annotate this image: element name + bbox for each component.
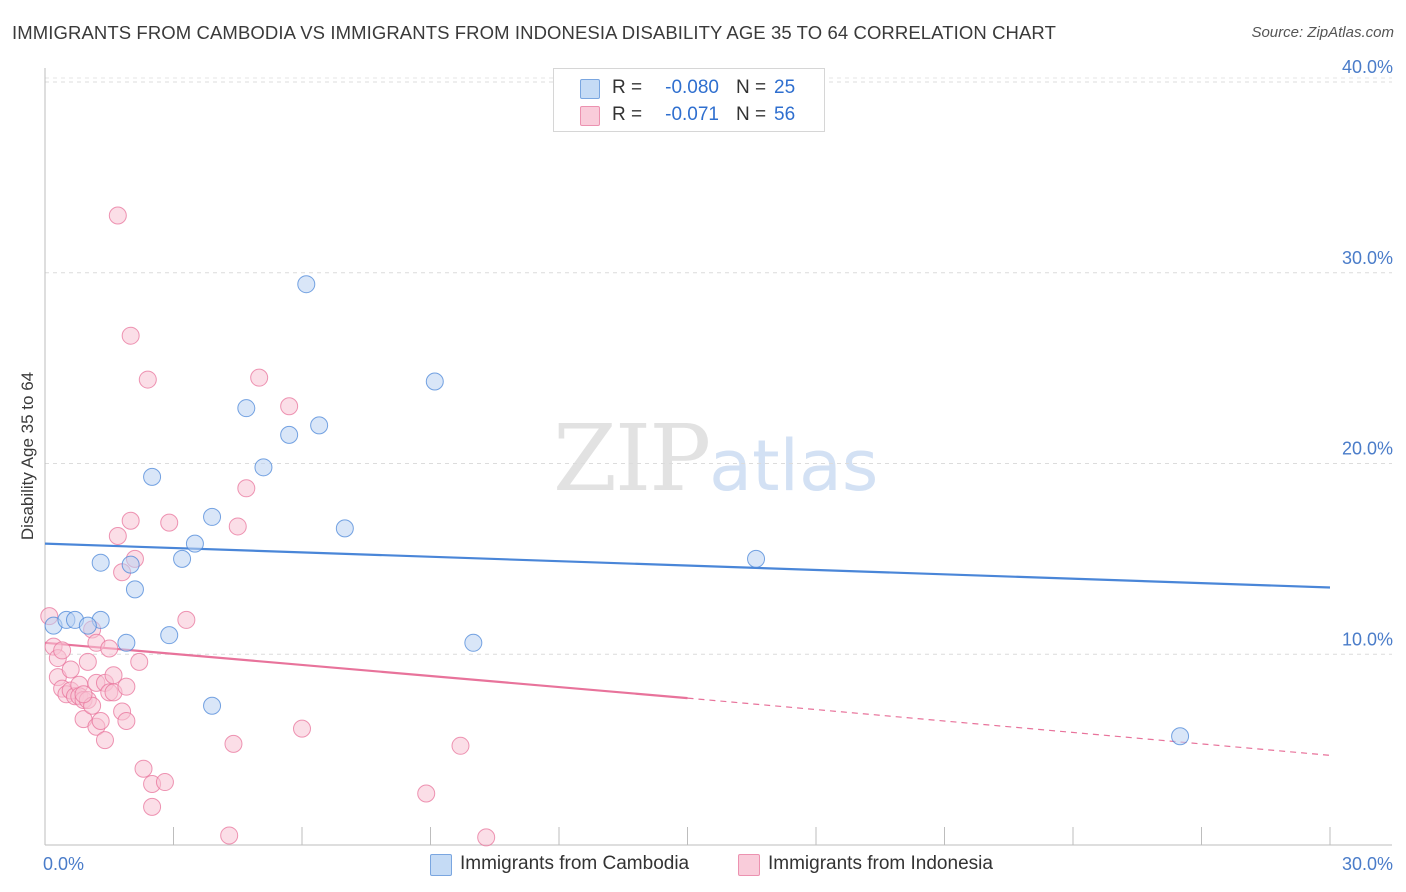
series-label-cambodia: Immigrants from Cambodia: [460, 853, 690, 874]
data-point-indonesia: [134, 759, 153, 778]
data-point-indonesia: [477, 828, 496, 847]
data-point-indonesia: [78, 652, 97, 671]
data-point-cambodia: [237, 399, 256, 418]
legend-r-value: -0.080: [665, 77, 719, 98]
legend-n-value: 25: [774, 77, 796, 98]
legend-r-label: R =: [612, 104, 643, 125]
data-point-indonesia: [417, 784, 436, 803]
data-point-cambodia: [143, 467, 162, 486]
data-point-cambodia: [160, 626, 179, 645]
data-point-cambodia: [747, 549, 766, 568]
data-point-cambodia: [117, 633, 136, 652]
trend-layer: [44, 542, 1331, 756]
grid-layer: [45, 77, 1392, 655]
data-point-indonesia: [237, 479, 256, 498]
series-legend: Immigrants from Cambodia Immigrants from…: [0, 852, 1406, 880]
data-point-cambodia: [78, 616, 97, 635]
data-point-indonesia: [53, 641, 72, 660]
legend-swatch-indonesia: [580, 106, 600, 126]
y-axis-label: Disability Age 35 to 64: [18, 372, 37, 540]
data-point-cambodia: [121, 555, 140, 574]
data-point-indonesia: [250, 368, 269, 387]
x-tick-label: 0.0%: [43, 854, 84, 874]
data-point-indonesia: [117, 712, 136, 731]
data-point-cambodia: [335, 519, 354, 538]
data-point-cambodia: [125, 580, 144, 599]
source-label: Source: ZipAtlas.com: [1251, 24, 1394, 41]
chart-title: IMMIGRANTS FROM CAMBODIA VS IMMIGRANTS F…: [12, 22, 1056, 43]
data-point-cambodia: [185, 534, 204, 553]
data-point-indonesia: [108, 206, 127, 225]
data-point-indonesia: [160, 513, 179, 532]
data-point-indonesia: [100, 639, 119, 658]
watermark-zip: ZIP: [553, 405, 711, 512]
data-point-cambodia: [310, 416, 329, 435]
x-tick-label: 30.0%: [1342, 854, 1393, 874]
data-point-indonesia: [117, 677, 136, 696]
data-point-cambodia: [203, 507, 222, 526]
data-point-indonesia: [177, 610, 196, 629]
data-point-cambodia: [297, 275, 316, 294]
legend-n-label: N =: [736, 77, 767, 98]
legend-n-value: 56: [774, 104, 796, 125]
y-tick-label: 10.0%: [1342, 629, 1393, 649]
data-point-cambodia: [173, 549, 192, 568]
data-point-indonesia: [91, 712, 110, 731]
data-point-indonesia: [108, 526, 127, 545]
data-point-indonesia: [224, 734, 243, 753]
data-point-indonesia: [121, 326, 140, 345]
legend-row-cambodia: R = -0.080 N = 25: [554, 75, 824, 101]
trend-line-0: [44, 542, 1331, 589]
data-point-cambodia: [280, 425, 299, 444]
data-point-indonesia: [220, 826, 239, 845]
data-point-cambodia: [254, 458, 273, 477]
data-point-indonesia: [130, 652, 149, 671]
y-tick-label: 40.0%: [1342, 57, 1393, 77]
series-swatch-cambodia: [430, 854, 452, 876]
y-tick-label: 20.0%: [1342, 439, 1393, 459]
data-point-indonesia: [155, 773, 174, 792]
legend-r-label: R =: [612, 77, 643, 98]
data-point-indonesia: [451, 736, 470, 755]
point-layer: [40, 206, 1190, 847]
data-point-indonesia: [293, 719, 311, 738]
watermark-atlas: atlas: [709, 425, 879, 507]
data-point-indonesia: [138, 370, 157, 389]
data-point-cambodia: [91, 553, 110, 572]
legend-r-value: -0.071: [665, 104, 719, 125]
data-point-cambodia: [1171, 727, 1190, 746]
data-point-cambodia: [203, 696, 222, 715]
legend-row-indonesia: R = -0.071 N = 56: [554, 102, 824, 128]
data-point-indonesia: [74, 685, 93, 704]
trend-extension-1: [687, 697, 1331, 756]
data-point-indonesia: [95, 731, 114, 750]
axis-layer: 10.0% 20.0% 30.0% 40.0% 0.0% 30.0%: [43, 57, 1393, 874]
series-label-indonesia: Immigrants from Indonesia: [768, 853, 993, 874]
data-point-cambodia: [425, 372, 444, 391]
y-tick-label: 30.0%: [1342, 248, 1393, 268]
data-point-cambodia: [464, 633, 483, 652]
data-point-indonesia: [143, 797, 162, 816]
watermark: ZIPatlas: [553, 405, 878, 512]
data-point-indonesia: [228, 517, 247, 536]
data-point-indonesia: [280, 397, 299, 416]
data-point-indonesia: [61, 660, 80, 679]
data-point-indonesia: [121, 511, 140, 530]
series-swatch-indonesia: [738, 854, 760, 876]
legend-n-label: N =: [736, 104, 767, 125]
legend-swatch-cambodia: [580, 79, 600, 99]
trend-line-1: [44, 641, 688, 700]
correlation-legend: R = -0.080 N = 25 R = -0.071 N = 56: [553, 68, 825, 132]
